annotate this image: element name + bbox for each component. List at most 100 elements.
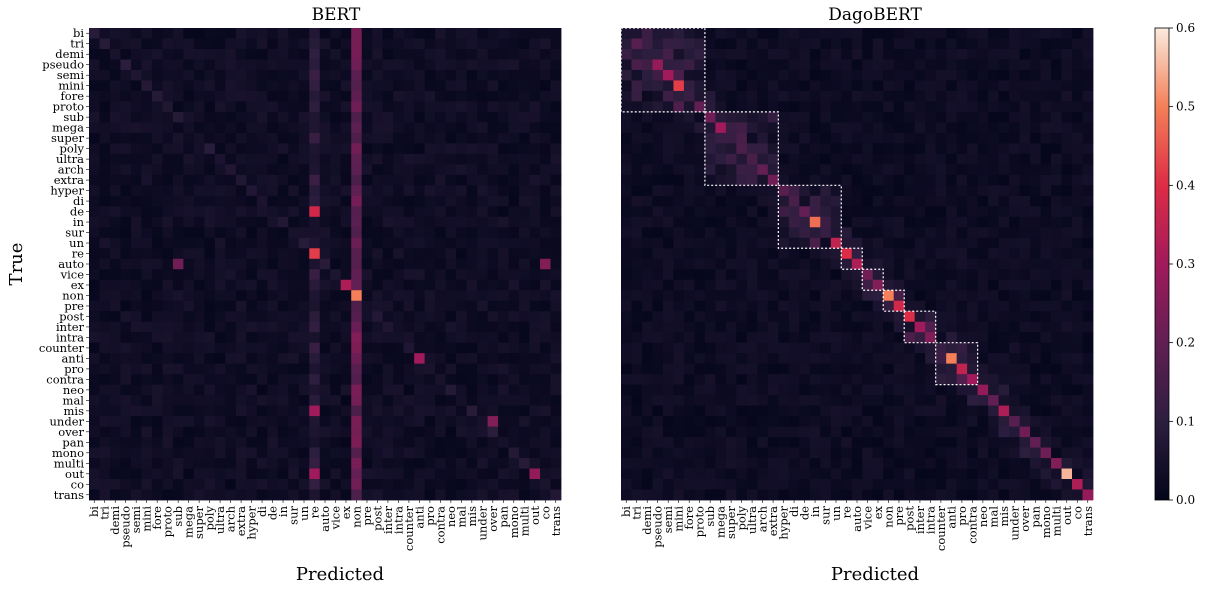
heatmap-cell-bert [445,216,457,228]
heatmap-cell-bert [487,332,499,344]
heatmap-cell-bert [193,69,205,81]
heatmap-cell-dagobert [778,38,790,50]
heatmap-cell-dagobert [662,468,674,480]
heatmap-cell-dagobert [662,458,674,469]
heatmap-cell-dagobert [683,143,695,155]
heatmap-cell-bert [319,300,331,312]
heatmap-cell-dagobert [1019,185,1031,197]
heatmap-cell-bert [183,216,195,228]
heatmap-cell-bert [382,132,394,144]
heatmap-cell-bert [109,28,121,39]
heatmap-cell-bert [99,395,111,406]
heatmap-cell-dagobert [778,437,790,448]
heatmap-cell-dagobert [1072,416,1083,427]
heatmap-cell-dagobert [621,174,632,186]
heatmap-cell-dagobert [1030,122,1041,134]
heatmap-cell-bert [477,426,488,438]
heatmap-cell-bert [120,111,132,123]
heatmap-cell-bert [330,447,342,459]
heatmap-cell-bert [330,101,342,113]
heatmap-cell-dagobert [862,59,874,71]
heatmap-cell-bert [519,237,530,249]
heatmap-cell-dagobert [1040,69,1052,81]
heatmap-cell-dagobert [883,290,895,302]
heatmap-cell-dagobert [841,479,853,490]
heatmap-cell-bert [414,59,426,71]
heatmap-cell-dagobert [872,38,884,50]
heatmap-cell-bert [309,69,321,81]
heatmap-cell-bert [99,164,111,176]
heatmap-cell-dagobert [1082,122,1094,134]
x-tick-label-dagobert: di [787,506,801,517]
heatmap-cell-dagobert [673,384,685,396]
heatmap-cell-bert [435,384,447,396]
heatmap-cell-bert [382,216,394,228]
heatmap-cell-bert [466,164,478,176]
heatmap-cell-dagobert [683,101,695,113]
heatmap-cell-bert [351,69,363,81]
heatmap-cell-bert [330,311,342,323]
heatmap-cell-bert [214,28,226,39]
heatmap-cell-bert [466,395,478,406]
heatmap-cell-dagobert [683,258,695,270]
heatmap-cell-bert [151,59,163,71]
heatmap-cell-dagobert [1040,195,1052,207]
heatmap-cell-dagobert [725,132,737,144]
heatmap-cell-dagobert [1082,311,1094,323]
heatmap-cell-bert [183,237,195,249]
heatmap-cell-dagobert [1040,426,1052,438]
heatmap-cell-dagobert [799,416,811,427]
heatmap-cell-bert [204,332,216,344]
heatmap-cell-bert [424,279,436,291]
heatmap-cell-bert [466,426,478,438]
heatmap-cell-dagobert [1009,143,1020,155]
heatmap-cell-bert [424,164,436,176]
heatmap-cell-dagobert [1061,237,1073,249]
heatmap-cell-bert [172,300,184,312]
heatmap-cell-dagobert [988,195,999,207]
heatmap-cell-bert [403,353,415,365]
heatmap-cell-dagobert [631,384,643,396]
heatmap-cell-dagobert [621,28,632,39]
heatmap-cell-dagobert [925,353,937,365]
heatmap-cell-dagobert [778,237,790,249]
heatmap-cell-dagobert [683,405,695,417]
heatmap-cell-bert [529,122,541,134]
heatmap-cell-bert [309,384,321,396]
heatmap-cell-bert [130,90,142,102]
heatmap-cell-dagobert [725,69,737,81]
heatmap-cell-bert [214,206,226,218]
heatmap-cell-dagobert [652,174,664,186]
heatmap-cell-bert [267,269,279,281]
heatmap-cell-dagobert [883,206,895,218]
heatmap-cell-dagobert [914,342,926,354]
heatmap-cell-bert [204,258,216,270]
heatmap-cell-dagobert [746,489,758,501]
heatmap-cell-bert [424,216,436,228]
heatmap-cell-dagobert [830,227,842,239]
heatmap-cell-bert [435,258,447,270]
heatmap-cell-bert [403,195,415,207]
heatmap-cell-dagobert [1072,332,1083,344]
heatmap-cell-bert [330,90,342,102]
heatmap-cell-dagobert [631,269,643,281]
heatmap-cell-dagobert [967,405,979,417]
heatmap-cell-bert [141,437,153,448]
heatmap-cell-bert [277,132,289,144]
heatmap-cell-bert [540,28,551,39]
heatmap-cell-bert [487,426,499,438]
heatmap-cell-bert [99,153,111,165]
heatmap-cell-dagobert [851,48,863,60]
heatmap-cell-bert [550,132,562,144]
heatmap-cell-dagobert [736,28,748,39]
heatmap-cell-dagobert [904,248,916,260]
heatmap-cell-dagobert [662,479,674,490]
heatmap-cell-bert [508,405,520,417]
heatmap-cell-dagobert [704,122,716,134]
heatmap-cell-bert [498,374,509,386]
heatmap-cell-dagobert [967,416,979,427]
heatmap-cell-dagobert [904,468,916,480]
heatmap-cell-dagobert [652,489,664,501]
y-tick-label: proto [53,100,84,114]
heatmap-cell-dagobert [778,248,790,260]
